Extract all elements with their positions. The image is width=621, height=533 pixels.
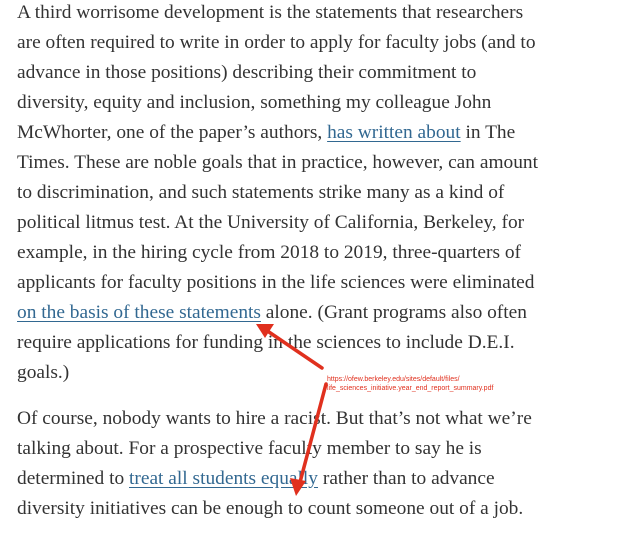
url-annotation: https://ofew.berkeley.edu/sites/default/…: [327, 375, 493, 393]
text-line: advance in those positions) describing t…: [17, 62, 477, 83]
text-line: Of course, nobody wants to hire a racist…: [17, 408, 532, 429]
text-line: to discrimination, and such statements s…: [17, 182, 505, 203]
url-annotation-line: https://ofew.berkeley.edu/sites/default/…: [327, 376, 460, 383]
text-segment: McWhorter, one of the paper’s authors,: [17, 122, 328, 143]
treat-all-students-equally-link[interactable]: treat all students equally: [129, 468, 319, 489]
arrow-up-line: [264, 328, 324, 370]
text-line: diversity initiatives can be enough to c…: [17, 498, 524, 519]
text-line: example, in the hiring cycle from 2018 t…: [17, 242, 521, 263]
text-line: talking about. For a prospective faculty…: [17, 438, 482, 459]
text-segment: in The: [460, 122, 516, 143]
basis-of-statements-link[interactable]: on the basis of these statements: [17, 302, 261, 323]
arrow-down-head: [290, 478, 306, 496]
url-annotation-line: life_sciences_initiative.year_end_report…: [327, 385, 494, 392]
text-line: McWhorter, one of the paper’s authors, h…: [17, 118, 515, 148]
text-line: on the basis of these statements alone. …: [17, 298, 527, 328]
arrow-down-line: [297, 382, 328, 488]
text-line: require applications for funding in the …: [17, 332, 515, 353]
text-line: political litmus test. At the University…: [17, 212, 525, 233]
text-segment: determined to: [17, 468, 129, 489]
text-line: applicants for faculty positions in the …: [17, 272, 535, 293]
text-segment: rather than to advance: [318, 468, 495, 489]
text-line: diversity, equity and inclusion, somethi…: [17, 92, 492, 113]
text-line: A third worrisome development is the sta…: [17, 2, 524, 23]
text-line: goals.): [17, 362, 70, 383]
text-line: Times. These are noble goals that in pra…: [17, 152, 538, 173]
text-line: are often required to write in order to …: [17, 32, 536, 53]
text-line: determined to treat all students equally…: [17, 464, 495, 494]
text-segment: alone. (Grant programs also often: [260, 302, 527, 323]
arrow-up-head: [256, 324, 274, 338]
has-written-about-link[interactable]: has written about: [327, 122, 461, 143]
